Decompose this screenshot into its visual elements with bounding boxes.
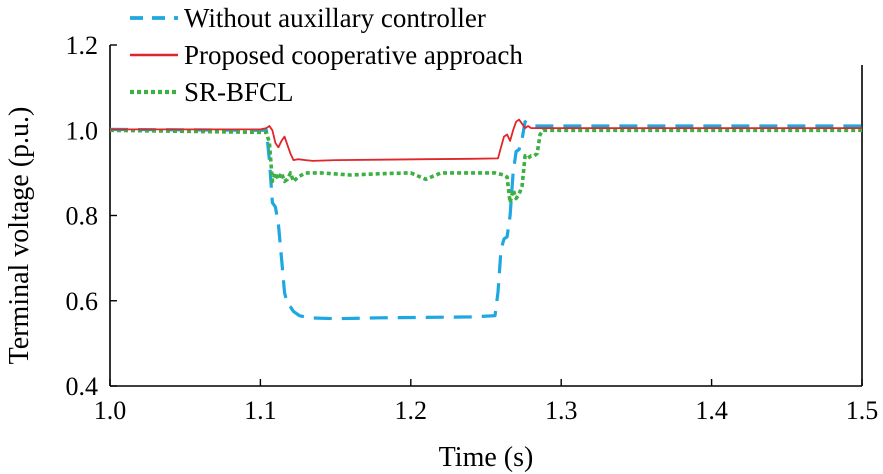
y-tick-label: 1.0	[66, 116, 99, 145]
legend-label-0: Without auxillary controller	[184, 3, 486, 33]
series-line-1	[110, 118, 862, 162]
legend-label-2: SR-BFCL	[184, 77, 294, 107]
x-tick-label: 1.1	[244, 396, 277, 425]
x-tick-label: 1.3	[545, 396, 578, 425]
chart-ticks: 1.0 1.1 1.2 1.3 1.4 1.5 0.4 0.6 0.8 1.0 1.2	[66, 31, 879, 425]
chart-series	[109, 118, 862, 321]
series-line-0	[109, 120, 862, 321]
y-tick-label: 0.8	[66, 202, 99, 231]
y-tick-label: 0.6	[66, 287, 99, 316]
x-axis-label: Time (s)	[439, 442, 534, 473]
x-tick-label: 1.5	[846, 396, 879, 425]
series-line-2	[109, 128, 862, 205]
x-tick-label: 1.2	[395, 396, 428, 425]
y-axis-label: Terminal voltage (p.u.)	[4, 107, 35, 365]
x-tick-label: 1.4	[695, 396, 728, 425]
chart-legend: Without auxillary controller Proposed coo…	[130, 3, 523, 107]
legend-label-1: Proposed cooperative approach	[184, 40, 523, 70]
y-tick-label: 0.4	[66, 372, 99, 401]
x-tick-label: 1.0	[94, 396, 127, 425]
y-tick-label: 1.2	[66, 31, 99, 60]
